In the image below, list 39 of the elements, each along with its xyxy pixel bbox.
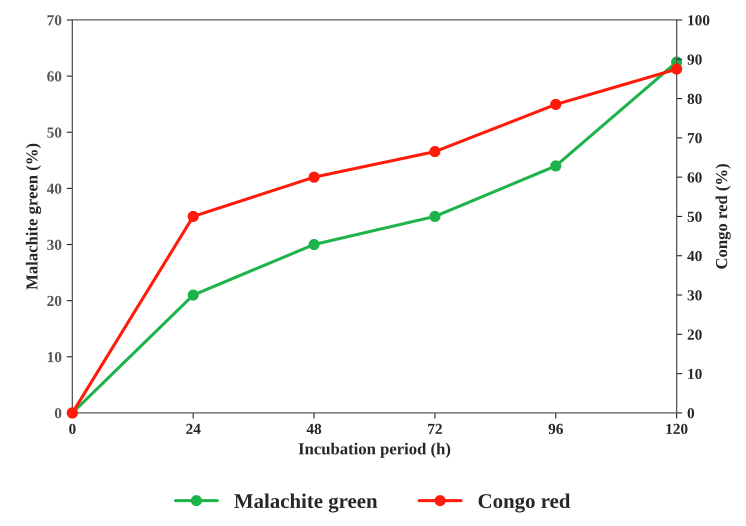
y2-tick-label: 90 [687, 54, 702, 65]
x-tick-label: 96 [548, 424, 563, 434]
y-tick-label: 10 [48, 352, 62, 362]
point [550, 160, 562, 172]
point [671, 64, 682, 75]
x-axis-title: Incubation period (h) [298, 442, 450, 458]
legend-label: Congo red [478, 493, 570, 513]
point [188, 210, 199, 222]
y2-tick-label: 10 [688, 368, 702, 380]
y2-tick-label: 50 [688, 212, 702, 222]
point [550, 98, 562, 110]
y2-tick-label: 60 [688, 172, 702, 183]
y2-tick-label: 30 [688, 290, 702, 300]
y-tick-label: 40 [46, 184, 62, 194]
legend-label: Malachite green [234, 493, 378, 513]
y2-tick-label: 80 [688, 94, 702, 104]
x-tick-label: 120 [666, 424, 688, 434]
y2-tick-label: 0 [688, 408, 694, 418]
y2-tick-label: 20 [688, 329, 702, 340]
y-tick-label: 50 [47, 127, 62, 138]
y2-tick-label: 100 [688, 15, 710, 26]
y-tick-label: 0 [54, 408, 62, 418]
y-tick-label: 70 [48, 15, 62, 26]
y-tick-label: 20 [47, 296, 62, 306]
point [188, 289, 199, 301]
x-tick-label: 48 [306, 424, 322, 434]
y2-tick-label: 40 [687, 250, 702, 262]
y-axis-title: Malachite green (%) [26, 144, 42, 290]
point [429, 146, 440, 158]
x-tick-label: 24 [186, 424, 201, 434]
y-tick-label: 60 [47, 71, 62, 82]
y2-axis-title: Congo red (%) [716, 164, 731, 269]
point [308, 172, 320, 183]
y-tick-label: 30 [47, 240, 62, 250]
y2-tick-label: 70 [688, 133, 702, 144]
x-tick-label: 72 [428, 424, 442, 434]
point [429, 210, 440, 222]
point [308, 238, 320, 250]
x-tick-label: 0 [69, 424, 76, 434]
